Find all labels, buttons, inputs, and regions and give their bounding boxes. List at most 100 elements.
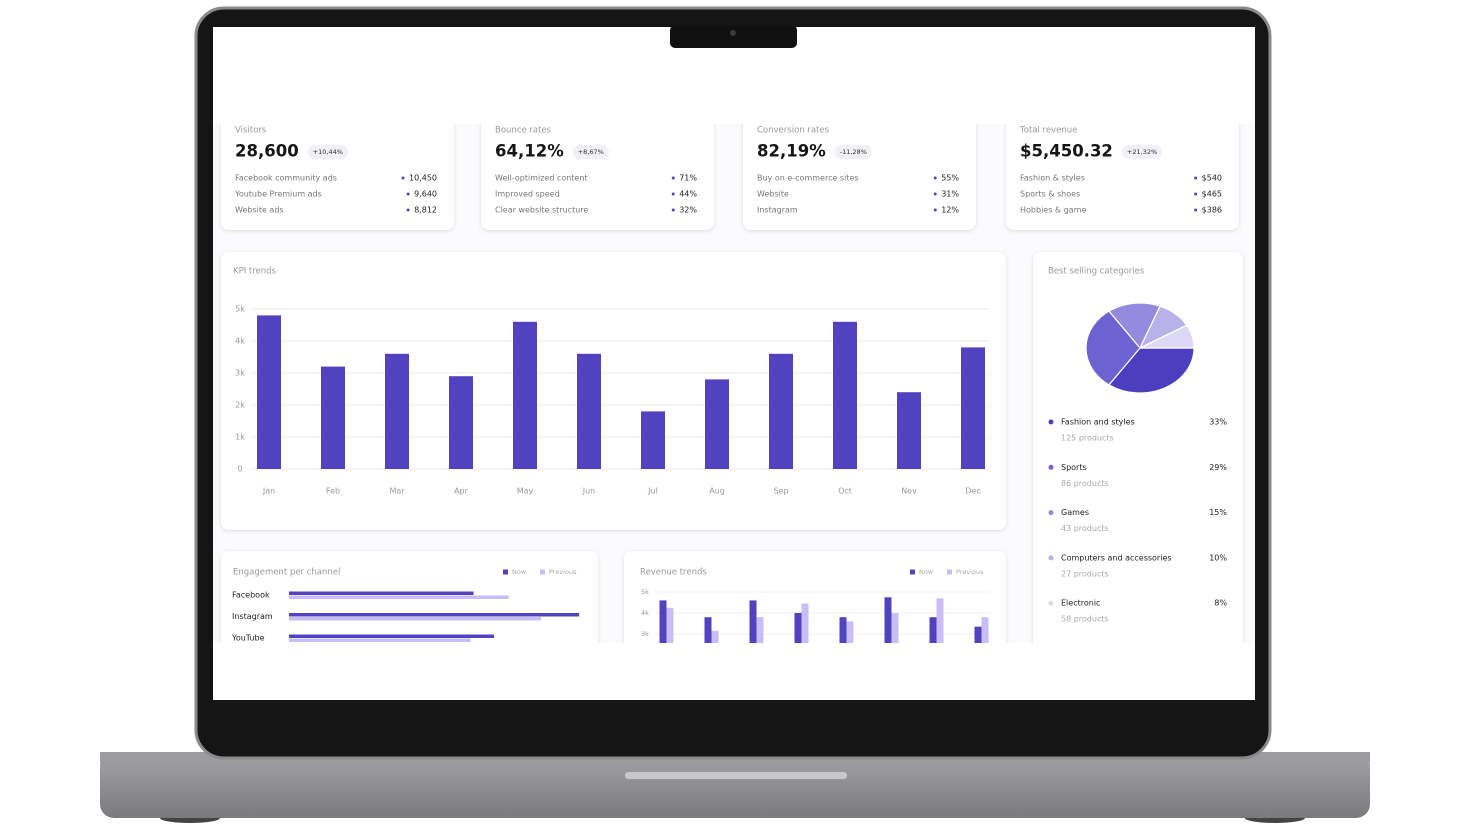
bar [449,376,473,469]
stat-row-name: Instagram [757,206,798,215]
stat-change-badge [307,145,348,159]
bar [704,617,712,643]
stat-row-value: 8,812 [414,206,437,215]
legend-subtitle: 43 products [1061,524,1109,533]
x-tick-label: Dec [965,487,980,496]
legend-subtitle: 86 products [1061,479,1109,488]
bar [929,617,937,643]
stat-row-dot [406,192,410,196]
stat-card [743,124,976,230]
legend-label: Sports [1061,463,1087,472]
stat-row-dot [933,192,937,196]
stat-label: Bounce rates [495,126,552,136]
stat-row-value: 55% [941,174,959,183]
stat-row-value: $465 [1202,190,1222,199]
stat-row-dot [401,176,405,180]
bar [891,613,899,643]
camera-notch [670,25,797,48]
stat-row-name: Clear website structure [495,206,588,215]
stat-row-value: 12% [941,206,959,215]
bar [289,613,580,617]
y-tick-label: YouTube [231,634,265,643]
bar [321,366,345,469]
bar [936,598,944,643]
stat-row-name: Facebook community ads [235,174,337,183]
legend-label: Previous [956,568,984,576]
legend-subtitle: 58 products [1061,615,1109,624]
stat-card [221,124,454,230]
bar [801,603,809,643]
bar [577,353,601,469]
stat-change: +10,44% [313,148,343,156]
stat-row-dot [1194,176,1198,180]
bar [897,392,921,469]
y-tick-label: Facebook [232,591,270,600]
legend-dot [1048,600,1054,606]
stat-row-name: Website [757,190,789,199]
bar [833,321,857,469]
stat-row-value: $540 [1202,174,1222,183]
stat-label: Visitors [235,126,267,136]
stat-row-name: Website ads [235,206,284,215]
stat-row-name: Buy on e-commerce sites [757,174,859,183]
y-tick-label: 4k [235,337,245,346]
legend-swatch [947,569,952,575]
bar [974,626,982,643]
bar [659,600,667,643]
legend-dot [1048,510,1054,516]
bar [846,621,854,643]
pie-slice [1139,324,1195,349]
stat-row-name: Fashion & styles [1020,174,1085,183]
x-tick-label: Nov [901,487,917,496]
legend-subtitle: 125 products [1061,434,1114,443]
legend-label: Games [1061,508,1089,517]
x-tick-label: Oct [838,487,852,496]
stat-row-name: Hobbies & game [1020,206,1086,215]
camera [730,30,736,36]
stat-row-dot [1194,208,1198,212]
stat-row-dot [671,176,675,180]
stat-row-value: 9,640 [414,190,437,199]
x-tick-label: Sep [773,487,788,496]
x-tick-label: Jan [262,487,275,496]
value-label: 15% [1209,508,1227,517]
bar [705,379,729,469]
bar [289,595,509,599]
dashboard: Visitors 28,600 +10,44% Facebook community … [213,124,1255,643]
bar [711,630,719,643]
pie-slice [1108,302,1161,350]
stat-row-name: Well-optimized content [495,174,588,183]
stat-row-dot [406,208,410,212]
legend-subtitle: 27 products [1061,569,1109,578]
bar [769,353,793,469]
bar [641,411,665,469]
stat-value: 82,19% [757,142,826,161]
value-label: 8% [1214,599,1227,608]
bar [385,353,409,469]
stat-row-value: 32% [679,206,697,215]
stat-row-dot [933,176,937,180]
stat-row-value: $386 [1202,206,1222,215]
bar [289,591,474,595]
chart-title: Engagement per channel [233,568,340,578]
y-tick-label: Instagram [232,612,273,621]
legend-label: Previous [549,568,577,576]
pie-slice [1108,347,1195,394]
stat-row-value: 10,450 [409,174,437,183]
legend-swatch [503,569,508,575]
stat-label: Total revenue [1019,126,1077,136]
stat-row-dot [933,208,937,212]
stat-value: 64,12% [495,142,564,161]
laptop-notch [625,772,847,779]
stat-row-name: Improved speed [495,190,560,199]
bar [666,607,674,643]
bar [839,617,847,643]
legend-dot [1048,464,1054,470]
x-tick-label: Apr [454,487,469,496]
stat-change: +21,32% [1127,148,1157,156]
y-tick-label: 2k [235,401,245,410]
y-tick-label: 4k [641,609,649,617]
x-tick-label: Aug [709,487,725,496]
